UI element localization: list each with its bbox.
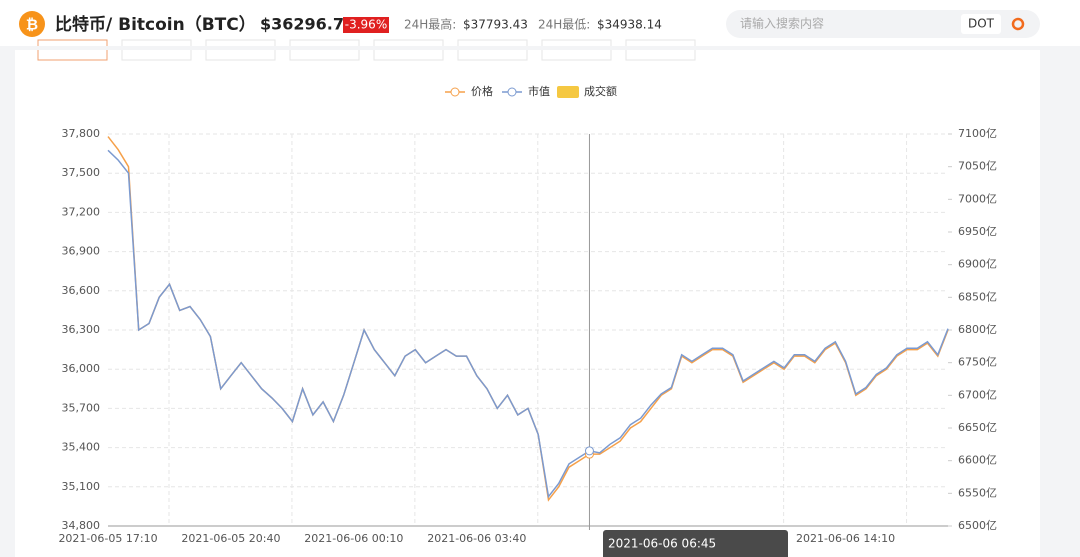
y-tick-label: 36,000 xyxy=(62,362,101,375)
change-badge xyxy=(343,17,389,33)
low-label: 24H最低: xyxy=(538,18,590,32)
y2-tick-label: 6700亿 xyxy=(958,388,997,401)
high-label: 24H最高: xyxy=(404,17,456,32)
btc-logo-glyph: ₿ xyxy=(26,16,38,34)
low: $34938.14 xyxy=(597,18,662,32)
plot: 34,800 35,100 35,400 35,700 36,000 36,300 36,6… xyxy=(58,84,997,557)
y-tick-label: 34,800 xyxy=(62,519,101,532)
high: $37793.43 xyxy=(463,18,528,32)
y-tick-label: 36,300 xyxy=(62,323,101,336)
coin-title: 比特币/ Bitcoin（BTC） xyxy=(55,14,256,35)
search-icon[interactable] xyxy=(1011,17,1025,31)
y-tick-label: 37,200 xyxy=(62,205,101,218)
cursor-point xyxy=(584,446,594,456)
change: -3.96% xyxy=(345,18,387,32)
legend-label: 价格 xyxy=(471,84,493,98)
x-tick-label: 2021-06-05 17:10 xyxy=(58,532,157,545)
x-tick-label: 2021-06-05 20:40 xyxy=(181,532,280,545)
x-tick-label: 2021-06-06 00:10 xyxy=(304,532,403,545)
legend-label: 市值 xyxy=(528,84,550,98)
btc-logo xyxy=(19,11,45,37)
x-tick-label: 2021-06-06 14:10 xyxy=(796,532,895,545)
y2-tick-label: 6900亿 xyxy=(958,258,997,271)
y2-tick-label: 6600亿 xyxy=(958,454,997,467)
y-tick-label: 36,600 xyxy=(62,284,101,297)
y-tick-label: 35,100 xyxy=(62,480,101,493)
y-tick-label: 35,400 xyxy=(62,441,101,454)
panel xyxy=(15,0,1040,557)
header-shadow xyxy=(0,46,1080,50)
y2-tick-label: 6800亿 xyxy=(958,323,997,336)
search-tag-box xyxy=(961,14,1001,34)
y-tick-label: 35,700 xyxy=(62,401,101,414)
price: $36296.72 xyxy=(260,15,355,34)
search-placeholder: 请输入搜索内容 xyxy=(740,16,824,31)
legend-marker xyxy=(507,87,517,97)
x-tick-label: 2021-06-06 03:40 xyxy=(427,532,526,545)
y2-tick-label: 6750亿 xyxy=(958,356,997,369)
y2-tick-label: 7000亿 xyxy=(958,192,997,205)
y2-tick-label: 7050亿 xyxy=(958,160,997,173)
legend-label: 成交额 xyxy=(584,84,617,98)
y2-tick-label: 6850亿 xyxy=(958,290,997,303)
y2-tick-label: 7100亿 xyxy=(958,127,997,140)
legend-marker xyxy=(450,87,460,97)
y2-tick-label: 6650亿 xyxy=(958,421,997,434)
search-tag: DOT xyxy=(968,17,995,31)
y2-tick-label: 6950亿 xyxy=(958,225,997,238)
tooltip-box xyxy=(603,530,788,557)
y2-tick-label: 6500亿 xyxy=(958,519,997,532)
series-line xyxy=(107,149,949,499)
legend-swatch xyxy=(557,86,579,98)
tooltip-text: 2021-06-06 06:45 xyxy=(608,537,716,551)
y-tick-label: 37,800 xyxy=(62,127,101,140)
y2-tick-label: 6550亿 xyxy=(958,486,997,499)
y-tick-label: 36,900 xyxy=(62,245,101,258)
y-tick-label: 37,500 xyxy=(62,166,101,179)
